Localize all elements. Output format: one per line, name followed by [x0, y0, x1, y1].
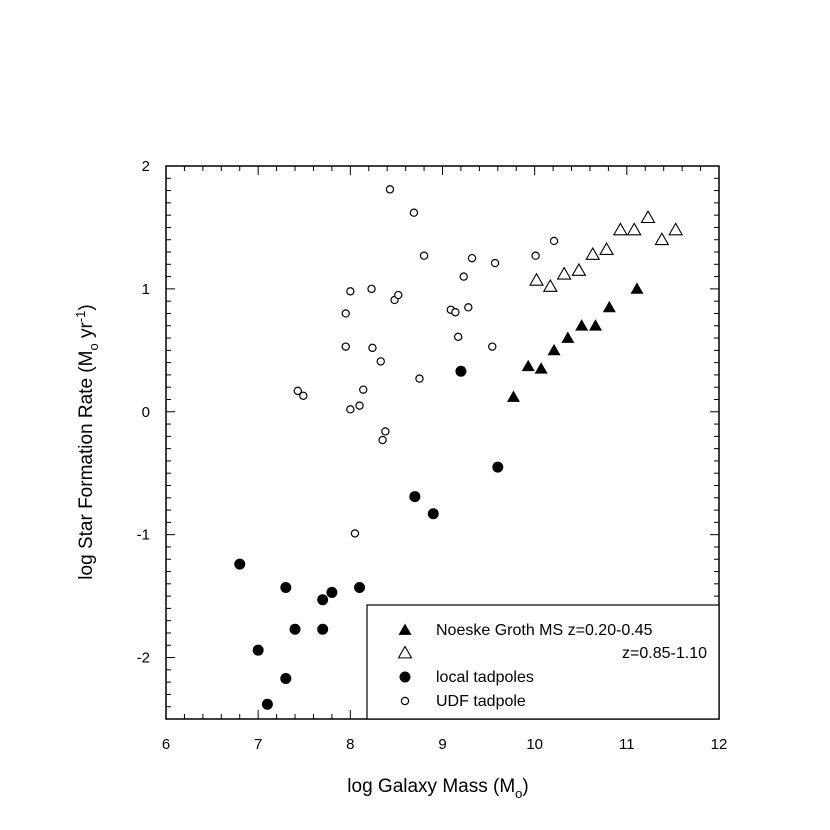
- data-point-series-0: [521, 359, 535, 372]
- legend-symbol-series-3: [400, 696, 410, 706]
- data-point-series-3: [355, 401, 364, 410]
- data-point-series-1: [599, 241, 615, 255]
- data-point-series-0: [602, 300, 616, 313]
- x-axis-label: log Galaxy Mass (Mo): [347, 776, 528, 801]
- legend-label-noeske: Noeske Groth MS z=0.20-0.45: [436, 622, 653, 639]
- data-point-series-3: [341, 342, 350, 351]
- y-tick-label: 1: [142, 281, 150, 298]
- y-tick-label: 2: [142, 158, 150, 175]
- data-point-series-0: [561, 331, 575, 343]
- data-point-series-3: [341, 309, 350, 318]
- data-point-series-3: [346, 405, 355, 414]
- legend-label-local-tadpoles: local tadpoles: [436, 669, 534, 686]
- data-point-series-3: [394, 290, 403, 300]
- x-tick-label: 7: [254, 736, 262, 753]
- legend-symbol-series-0: [398, 623, 412, 635]
- data-point-series-3: [467, 253, 477, 263]
- data-point-series-1: [612, 222, 628, 236]
- data-point-series-3: [453, 332, 463, 342]
- data-point-series-1: [529, 272, 544, 286]
- data-point-series-1: [668, 222, 684, 236]
- data-point-series-3: [376, 357, 385, 366]
- y-tick-label: -2: [137, 650, 150, 667]
- data-point-series-3: [359, 385, 368, 394]
- legend-box: [366, 604, 720, 720]
- data-point-series-2: [261, 698, 273, 710]
- data-point-series-3: [409, 208, 419, 217]
- data-points: [234, 185, 684, 710]
- legend-symbol-series-2: [399, 671, 411, 683]
- data-point-series-1: [542, 278, 558, 292]
- data-point-series-2: [289, 623, 301, 635]
- data-point-series-2: [492, 461, 504, 473]
- data-point-series-0: [547, 343, 561, 356]
- x-tick-label: 8: [346, 736, 354, 753]
- data-point-series-3: [451, 308, 460, 317]
- y-tick-label: -1: [137, 527, 150, 544]
- data-point-series-2: [317, 594, 329, 606]
- x-tick-labels: 6 7 8 9 10 11 12: [162, 736, 728, 753]
- data-point-series-2: [427, 508, 439, 520]
- data-point-series-2: [354, 582, 366, 594]
- data-point-series-3: [490, 258, 500, 268]
- y-tick-labels: -2 -1 0 1 2: [137, 158, 150, 667]
- data-point-series-2: [280, 672, 292, 684]
- data-point-series-0: [506, 390, 520, 402]
- data-point-series-3: [415, 374, 424, 383]
- legend: Noeske Groth MS z=0.20-0.45 z=0.85-1.10 …: [366, 604, 720, 720]
- data-point-series-0: [575, 319, 589, 331]
- data-point-series-3: [367, 284, 376, 294]
- data-point-series-3: [381, 427, 390, 436]
- data-point-series-3: [531, 251, 540, 260]
- data-point-series-2: [234, 558, 246, 570]
- y-tick-label: 0: [142, 404, 150, 421]
- data-point-series-3: [350, 529, 360, 538]
- data-point-series-2: [252, 644, 264, 656]
- data-point-series-1: [654, 232, 670, 246]
- legend-label-high-z: z=0.85-1.10: [622, 645, 707, 662]
- data-point-series-2: [409, 491, 421, 503]
- data-point-series-2: [280, 582, 292, 594]
- data-point-series-0: [588, 319, 602, 331]
- x-tick-label: 9: [438, 736, 446, 753]
- data-point-series-0: [534, 362, 548, 374]
- data-point-series-3: [293, 386, 302, 396]
- data-point-series-2: [455, 365, 467, 377]
- data-point-series-3: [346, 287, 355, 296]
- data-point-series-1: [571, 262, 587, 276]
- data-point-series-3: [299, 391, 308, 401]
- data-point-series-1: [585, 246, 601, 260]
- x-tick-label: 6: [162, 736, 170, 753]
- legend-symbol-series-1: [397, 645, 413, 659]
- data-point-series-1: [556, 266, 572, 280]
- y-axis-label: log Star Formation Rate (Mo yr-1): [73, 304, 101, 579]
- data-point-series-3: [385, 185, 395, 194]
- x-tick-label: 10: [526, 736, 543, 753]
- data-point-series-1: [626, 222, 642, 236]
- legend-label-udf-tadpole: UDF tadpole: [436, 693, 526, 710]
- data-point-series-3: [368, 343, 377, 353]
- data-point-series-1: [640, 210, 656, 224]
- data-point-series-3: [464, 303, 473, 312]
- data-point-series-2: [317, 623, 329, 635]
- data-point-series-3: [549, 236, 559, 246]
- x-tick-label: 12: [711, 736, 728, 753]
- data-point-series-0: [630, 282, 644, 294]
- data-point-series-2: [326, 586, 338, 598]
- data-point-series-3: [459, 272, 468, 281]
- legend-symbols: [397, 623, 413, 706]
- data-point-series-3: [488, 342, 497, 351]
- data-point-series-3: [419, 251, 429, 260]
- data-point-series-3: [378, 435, 387, 445]
- x-tick-label: 11: [619, 736, 635, 753]
